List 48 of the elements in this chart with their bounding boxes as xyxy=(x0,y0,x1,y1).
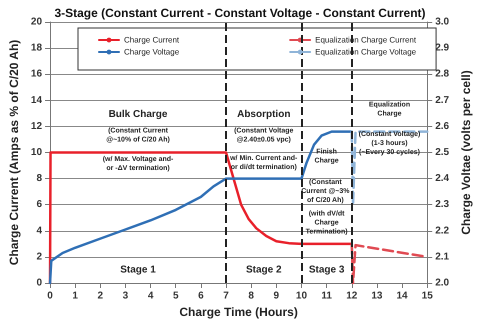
y-tick-label: 20 xyxy=(30,16,42,28)
y2-tick-label: 2.8 xyxy=(435,68,450,80)
y2-tick-label: 2.7 xyxy=(435,94,450,106)
x-tick-label: 3 xyxy=(122,290,129,302)
y2-tick-label: 2.1 xyxy=(435,251,450,262)
y-tick-label: 4 xyxy=(36,225,42,236)
annotation: Stage 2 xyxy=(246,264,282,276)
y-tick-label: 12 xyxy=(30,120,42,132)
y-tick-label: 18 xyxy=(30,42,42,54)
y-tick-label: 2 xyxy=(36,251,42,262)
x-tick-label: 10 xyxy=(296,290,308,302)
x-tick-label: 11 xyxy=(321,290,332,302)
y2-tick-label: 2.6 xyxy=(435,120,450,132)
chart-title: 3-Stage (Constant Current - Constant Voltage - Constant Current) xyxy=(54,6,426,20)
y2-tick-label: 2.5 xyxy=(435,147,450,158)
y2-tick-label: 2.0 xyxy=(435,278,450,288)
annotation: Bulk Charge xyxy=(108,109,168,120)
y-tick-label: 10 xyxy=(30,147,42,158)
x-tick-label: 12 xyxy=(346,290,358,302)
y-tick-label: 16 xyxy=(30,68,42,80)
y-tick-label: 8 xyxy=(36,173,42,184)
y-axis-title: Charge Current (Amps as % of C/20 Ah) xyxy=(7,40,21,266)
x-tick-label: 2 xyxy=(98,290,104,302)
x-axis-title: Charge Time (Hours) xyxy=(179,304,298,319)
x-tick-label: 0 xyxy=(47,290,54,302)
legend-label: Charge Current xyxy=(124,36,180,44)
x-tick-label: 9 xyxy=(274,290,280,302)
y2-tick-label: 2.3 xyxy=(435,199,450,210)
y2-axis-title: Charge Voltae (volts per cell) xyxy=(459,70,473,235)
y-tick-label: 6 xyxy=(36,199,42,210)
x-tick-label: 7 xyxy=(223,290,230,302)
x-tick-label: 15 xyxy=(422,290,434,302)
y2-tick-label: 2.2 xyxy=(435,225,450,236)
y2-tick-label: 2.4 xyxy=(435,173,450,184)
legend-label: Charge Voltage xyxy=(124,48,180,56)
x-tick-label: 13 xyxy=(371,290,383,302)
x-tick-label: 4 xyxy=(148,290,154,302)
y-tick-label: 0 xyxy=(36,278,42,288)
x-tick-label: 8 xyxy=(248,290,254,302)
annotation: Stage 1 xyxy=(120,264,156,276)
x-tick-label: 14 xyxy=(396,290,408,302)
x-tick-label: 6 xyxy=(198,290,204,302)
y-tick-label: 14 xyxy=(30,94,42,106)
x-tick-label: 1 xyxy=(72,290,78,302)
annotation: Stage 3 xyxy=(308,264,345,276)
y2-tick-label: 3.0 xyxy=(435,16,450,28)
annotation: Absorption xyxy=(237,109,290,120)
x-tick-label: 5 xyxy=(172,290,179,302)
